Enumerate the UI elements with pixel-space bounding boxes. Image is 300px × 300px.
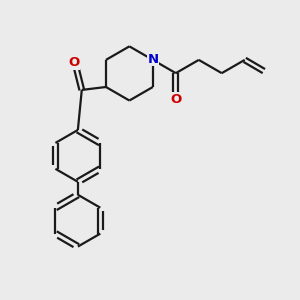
Text: N: N: [147, 53, 158, 66]
Text: O: O: [170, 93, 182, 106]
Text: O: O: [68, 56, 80, 69]
